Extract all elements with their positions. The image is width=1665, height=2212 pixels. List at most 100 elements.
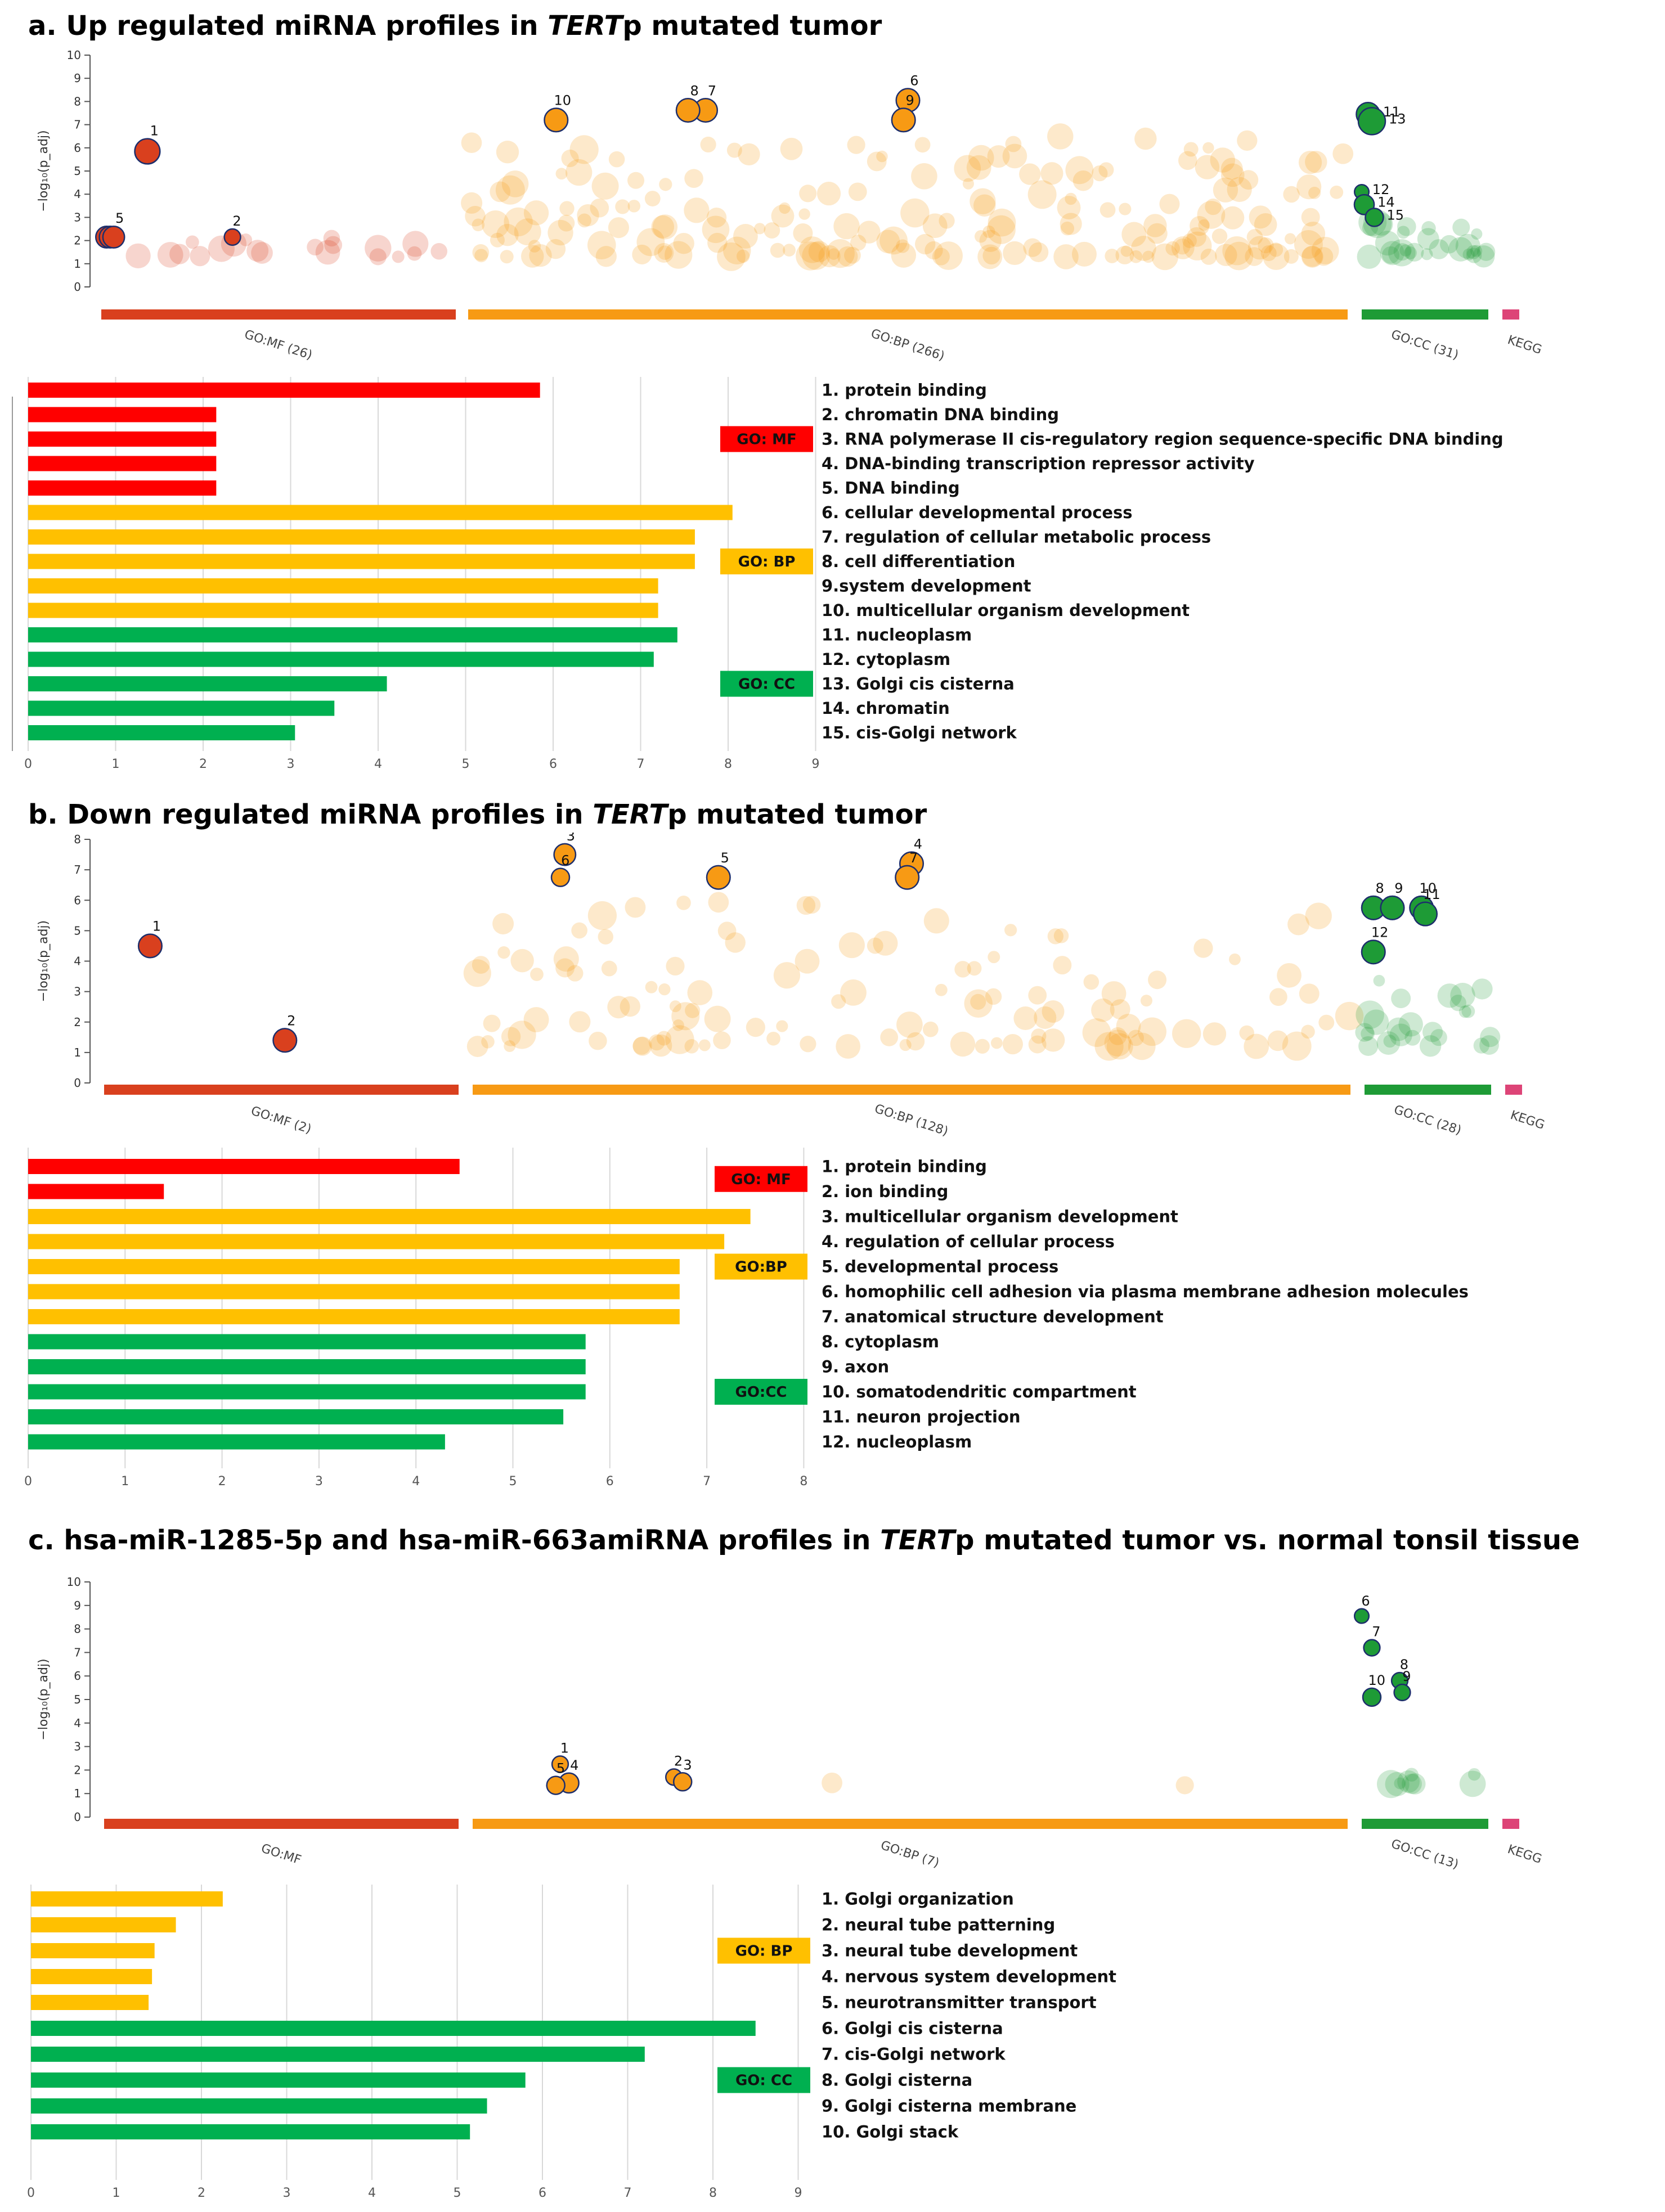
- point-label: 10: [554, 93, 571, 109]
- faded-point: [654, 243, 674, 263]
- x-tick-label: 8: [800, 1474, 807, 1489]
- faded-point: [793, 223, 813, 244]
- source-bar-kegg: [1505, 1085, 1522, 1095]
- faded-point: [700, 136, 716, 153]
- faded-point: [645, 981, 658, 993]
- faded-point: [1183, 142, 1199, 157]
- y-tick-label: 0: [74, 1076, 81, 1090]
- x-tick-label: 1: [121, 1474, 129, 1489]
- faded-point: [1200, 248, 1217, 265]
- faded-point: [1450, 983, 1475, 1008]
- faded-point: [1355, 1023, 1374, 1042]
- bar-11: [28, 627, 677, 642]
- faded-point: [773, 962, 801, 989]
- faded-point: [1110, 999, 1130, 1020]
- x-tick-label: 5: [462, 757, 470, 771]
- x-tick-label: 1: [112, 757, 120, 771]
- faded-point: [1461, 1004, 1475, 1018]
- faded-point: [652, 214, 678, 240]
- group-tag-label-cc: GO: CC: [738, 676, 795, 693]
- panel-b-title-suffix: p mutated tumor: [667, 799, 927, 830]
- faded-point: [736, 249, 750, 263]
- faded-point: [1448, 237, 1473, 262]
- faded-point: [1027, 180, 1057, 209]
- y-tick-label: 9: [74, 1599, 81, 1612]
- point-label: 10: [1368, 1673, 1386, 1688]
- bar-term-label: 15. cis-Golgi network: [822, 723, 1017, 743]
- faded-point: [1459, 1770, 1486, 1797]
- y-tick-label: 3: [74, 1740, 81, 1754]
- faded-point: [1197, 201, 1226, 229]
- faded-point: [239, 233, 253, 246]
- faded-point: [924, 241, 943, 260]
- y-tick-label: 0: [74, 1810, 81, 1824]
- faded-point: [659, 178, 672, 191]
- faded-point: [496, 223, 519, 246]
- source-label-mf: GO:MF: [259, 1841, 303, 1867]
- y-tick-label: 1: [74, 257, 81, 271]
- faded-point: [1332, 143, 1354, 164]
- y-axis-label: −log₁₀(p_adj): [37, 130, 51, 212]
- x-tick-label: 4: [412, 1474, 420, 1489]
- faded-point: [1404, 242, 1424, 262]
- faded-point: [1267, 1030, 1289, 1051]
- faded-point: [879, 226, 908, 255]
- faded-point: [608, 151, 625, 168]
- faded-point: [625, 897, 646, 918]
- faded-point: [828, 248, 840, 260]
- source-label-kegg: KEGG: [1506, 333, 1543, 357]
- faded-point: [726, 142, 742, 158]
- y-axis-label: −log₁₀(p_adj): [37, 920, 51, 1002]
- faded-point: [798, 208, 810, 220]
- faded-point: [840, 979, 867, 1006]
- highlighted-point: [134, 138, 161, 165]
- source-label-bp: GO:BP (7): [879, 1838, 941, 1871]
- faded-point: [746, 1018, 765, 1037]
- bar-6: [31, 2021, 756, 2036]
- faded-point: [481, 1035, 495, 1049]
- bar-12: [28, 1434, 445, 1450]
- faded-point: [324, 236, 343, 254]
- faded-point: [1480, 1027, 1501, 1047]
- faded-point: [1245, 247, 1264, 266]
- faded-point: [472, 244, 490, 261]
- faded-point: [1386, 1017, 1411, 1041]
- faded-point: [558, 214, 575, 232]
- faded-point: [665, 241, 693, 269]
- faded-point: [1143, 214, 1167, 237]
- faded-point: [1174, 238, 1191, 255]
- faded-point: [1131, 236, 1156, 261]
- faded-point: [1335, 1001, 1364, 1031]
- faded-point: [833, 213, 860, 240]
- faded-point: [545, 239, 566, 259]
- faded-point: [1462, 248, 1475, 260]
- highlighted-point: [675, 98, 701, 123]
- bar-term-label: 1. Golgi organization: [822, 1890, 1014, 1909]
- faded-point: [1106, 1033, 1133, 1060]
- faded-point: [1220, 158, 1243, 180]
- y-tick-label: 5: [74, 164, 81, 178]
- faded-point: [1294, 230, 1323, 259]
- bar-11: [28, 1409, 564, 1424]
- faded-point: [1373, 974, 1385, 987]
- source-bar-bp: [473, 1819, 1348, 1829]
- highlighted-point: [1363, 1639, 1381, 1657]
- faded-point: [1381, 246, 1400, 264]
- source-label-bp: GO:BP (128): [873, 1102, 950, 1139]
- faded-point: [1388, 239, 1416, 267]
- source-label-cc: GO:CC (28): [1392, 1103, 1463, 1138]
- x-tick-label: 7: [624, 2186, 632, 2200]
- faded-point: [169, 244, 190, 264]
- faded-point: [698, 1039, 711, 1051]
- faded-point: [587, 901, 617, 930]
- faded-point: [818, 245, 841, 268]
- bar-term-label: 12. cytoplasm: [822, 650, 950, 669]
- faded-point: [1394, 1777, 1406, 1790]
- highlighted-point: [272, 1028, 298, 1053]
- faded-point: [1389, 1023, 1412, 1046]
- faded-point: [802, 242, 831, 270]
- point-label: 5: [115, 210, 124, 226]
- panel-a-title-prefix: a. Up regulated miRNA profiles in: [28, 10, 548, 42]
- faded-point: [1202, 142, 1214, 154]
- faded-point: [922, 213, 948, 239]
